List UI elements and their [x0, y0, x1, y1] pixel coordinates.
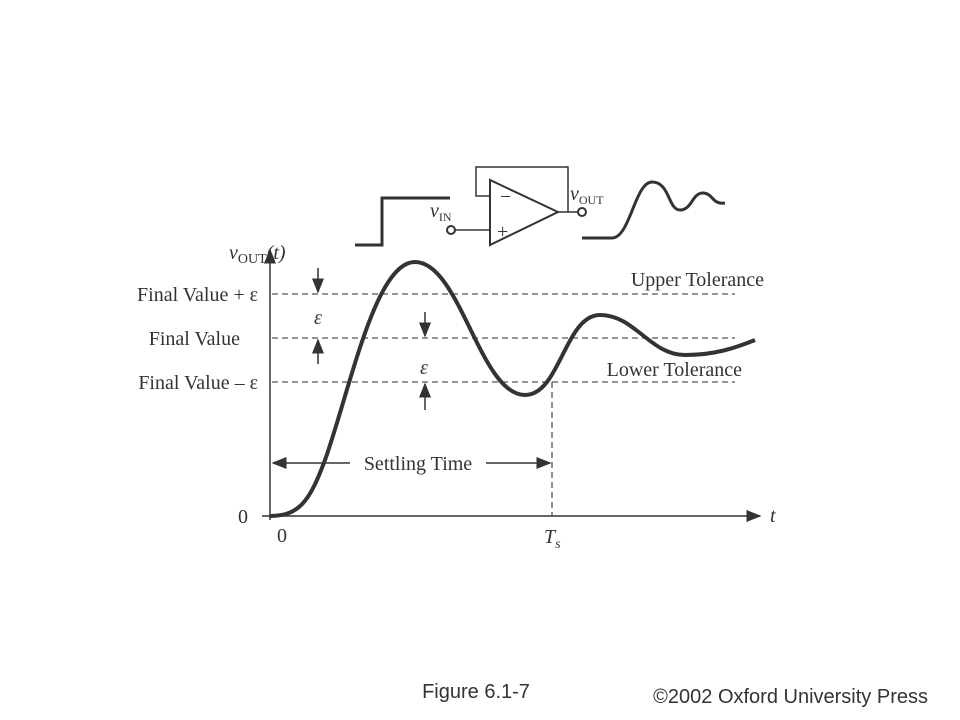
- tolerance-label: Lower Tolerance: [607, 359, 743, 381]
- input-node: [446, 225, 456, 235]
- epsilon: ε: [314, 307, 322, 329]
- level-label: Final Value: [149, 328, 240, 350]
- output-node: [577, 207, 587, 217]
- x-label: t: [770, 505, 776, 527]
- output-wave: [582, 180, 726, 240]
- level-label: Final Value – ε: [138, 372, 258, 394]
- y-label: vOUT(t): [229, 242, 286, 267]
- step-input: [355, 196, 450, 247]
- copyright: ©2002 Oxford University Press: [653, 686, 928, 708]
- tolerance-label: Upper Tolerance: [631, 269, 764, 291]
- vout-label: vOUT: [570, 183, 604, 207]
- level-label: Final Value + ε: [137, 284, 258, 306]
- plus-sign: +: [497, 221, 508, 243]
- x-zero: 0: [277, 525, 287, 547]
- ts-label: Ts: [544, 526, 561, 552]
- epsilon: ε: [420, 357, 428, 379]
- feedback: [475, 166, 569, 212]
- y-zero: 0: [238, 506, 248, 528]
- vin-label: vIN: [430, 200, 452, 224]
- minus-sign: −: [500, 186, 511, 208]
- settling-time: Settling Time: [364, 453, 472, 475]
- response-curve: [269, 259, 756, 518]
- caption: Figure 6.1-7: [422, 681, 530, 703]
- op-amp: [489, 178, 561, 247]
